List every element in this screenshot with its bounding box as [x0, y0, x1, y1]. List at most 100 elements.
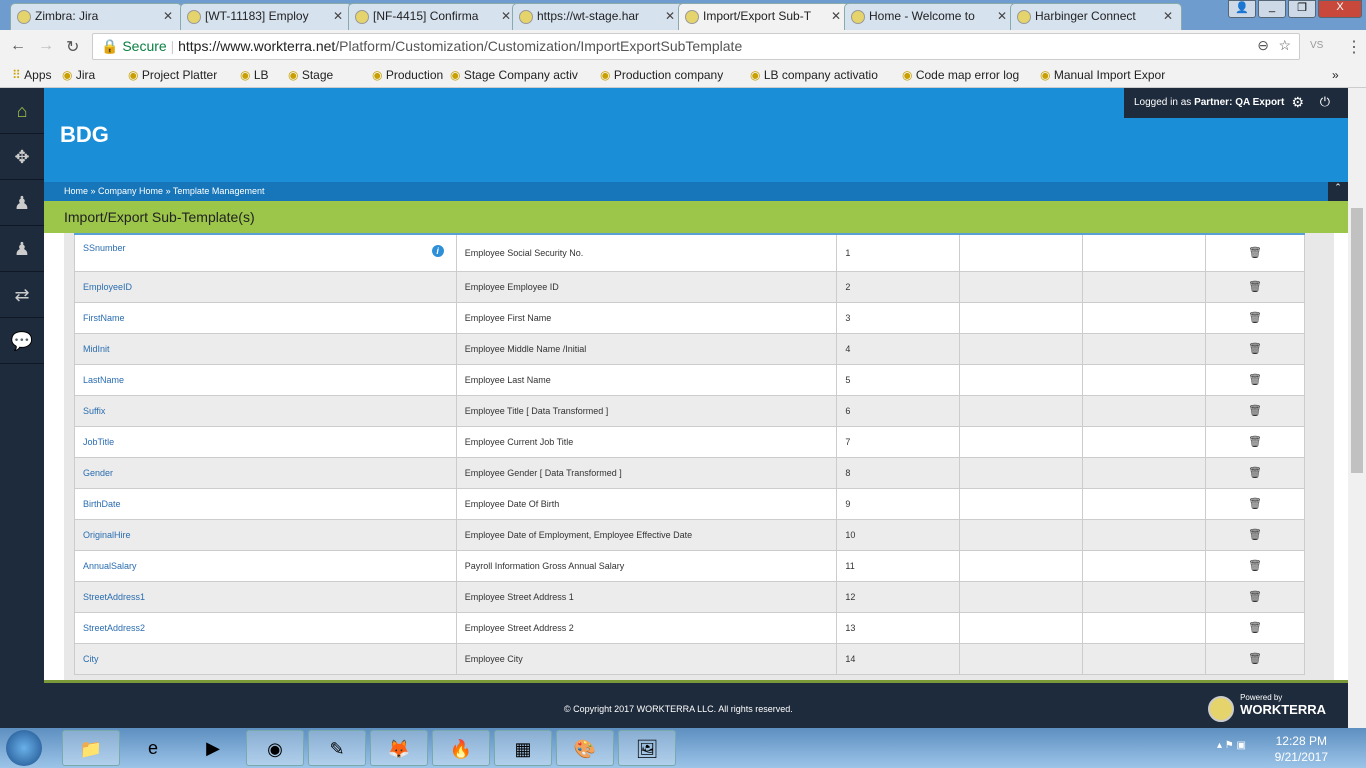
field-name-link[interactable]: FirstName: [83, 312, 125, 323]
photo-viewer-icon[interactable]: 🖼: [618, 730, 676, 766]
field-name-cell[interactable]: MidInit: [74, 332, 457, 365]
bookmark-item[interactable]: ◉ Stage Company activ: [450, 68, 578, 82]
bookmark-item[interactable]: ◉ LB company activatio: [750, 68, 878, 82]
delete-icon[interactable]: 🗑: [1205, 233, 1305, 272]
field-name-link[interactable]: AnnualSalary: [83, 560, 137, 571]
delete-icon[interactable]: 🗑: [1205, 425, 1305, 458]
field-name-link[interactable]: SSnumber: [83, 243, 126, 253]
tab-close-icon[interactable]: ✕: [162, 9, 173, 23]
bookmark-item[interactable]: ◉ LB: [240, 68, 269, 82]
delete-icon[interactable]: 🗑: [1205, 456, 1305, 489]
info-icon[interactable]: i: [431, 245, 444, 257]
user-icon[interactable]: 👤: [1228, 0, 1256, 18]
browser-tab[interactable]: Harbinger Connect ✕: [1010, 3, 1182, 30]
field-name-cell[interactable]: City: [74, 642, 457, 675]
field-name-cell[interactable]: Gender: [74, 456, 457, 489]
field-name-cell[interactable]: StreetAddress2: [74, 611, 457, 644]
flame-app-icon[interactable]: 🔥: [432, 730, 490, 766]
field-name-cell[interactable]: SSnumber i: [74, 233, 457, 272]
tab-close-icon[interactable]: ✕: [1162, 9, 1173, 23]
tray-icons[interactable]: ▴ ⚑ ▣: [1217, 740, 1246, 751]
delete-icon[interactable]: 🗑: [1205, 518, 1305, 551]
delete-icon[interactable]: 🗑: [1205, 580, 1305, 613]
home-icon[interactable]: ⌂: [0, 88, 44, 134]
transfer-icon[interactable]: ⇄: [0, 272, 44, 318]
field-name-link[interactable]: JobTitle: [83, 436, 115, 447]
browser-tab[interactable]: Import/Export Sub-T ✕: [678, 3, 850, 30]
minimize-button[interactable]: _: [1258, 0, 1286, 18]
delete-icon[interactable]: 🗑: [1205, 363, 1305, 396]
maximize-button[interactable]: ❐: [1288, 0, 1316, 18]
breadcrumb-company-home[interactable]: Company Home: [98, 186, 164, 196]
field-name-link[interactable]: City: [83, 653, 99, 664]
clock[interactable]: 12:28 PM 9/21/2017: [1275, 733, 1328, 765]
field-name-link[interactable]: MidInit: [83, 343, 110, 354]
url-input[interactable]: 🔒 Secure | https://www.workterra.net/Pla…: [92, 33, 1300, 60]
field-name-link[interactable]: LastName: [83, 374, 125, 385]
field-name-link[interactable]: Gender: [83, 467, 114, 478]
page-scrollbar[interactable]: [1348, 88, 1366, 728]
delete-icon[interactable]: 🗑: [1205, 301, 1305, 334]
browser-tab[interactable]: [NF-4415] Confirma ✕: [348, 3, 520, 30]
close-button[interactable]: X: [1318, 0, 1362, 18]
browser-tab[interactable]: [WT-11183] Employ ✕: [180, 3, 352, 30]
collapse-icon[interactable]: ⌃: [1328, 182, 1348, 201]
field-name-cell[interactable]: Suffix: [74, 394, 457, 427]
tab-close-icon[interactable]: ✕: [500, 9, 511, 23]
delete-icon[interactable]: 🗑: [1205, 642, 1305, 675]
bookmark-item[interactable]: ◉ Production company: [600, 68, 723, 82]
field-name-cell[interactable]: AnnualSalary: [74, 549, 457, 582]
reload-icon[interactable]: ↻: [66, 39, 80, 56]
browser-tab[interactable]: Home - Welcome to ✕: [844, 3, 1016, 30]
media-player-icon[interactable]: ▶: [206, 738, 220, 758]
user-star-icon[interactable]: ♟: [0, 180, 44, 226]
bookmark-item[interactable]: ◉ Stage: [288, 68, 333, 82]
field-name-cell[interactable]: EmployeeID: [74, 270, 457, 303]
bookmark-item[interactable]: ◉ Project Platter: [128, 68, 217, 82]
field-name-cell[interactable]: FirstName: [74, 301, 457, 334]
firefox-icon[interactable]: 🦊: [370, 730, 428, 766]
menu-icon[interactable]: ⋮: [1346, 39, 1362, 56]
field-name-cell[interactable]: StreetAddress1: [74, 580, 457, 613]
explorer-icon[interactable]: 📁: [62, 730, 120, 766]
notepad-icon[interactable]: ✎: [308, 730, 366, 766]
ie-icon[interactable]: e: [147, 738, 158, 758]
bookmark-item[interactable]: ◉ Jira: [62, 68, 95, 82]
field-name-cell[interactable]: OriginalHire: [74, 518, 457, 551]
delete-icon[interactable]: 🗑: [1205, 270, 1305, 303]
back-icon[interactable]: ←: [10, 37, 26, 54]
delete-icon[interactable]: 🗑: [1205, 487, 1305, 520]
field-name-link[interactable]: EmployeeID: [83, 281, 133, 292]
field-name-link[interactable]: StreetAddress1: [83, 591, 146, 602]
field-name-cell[interactable]: JobTitle: [74, 425, 457, 458]
breadcrumb-home[interactable]: Home: [64, 186, 89, 196]
delete-icon[interactable]: 🗑: [1205, 394, 1305, 427]
forward-icon[interactable]: →: [38, 37, 54, 54]
star-icon[interactable]: ☆: [1278, 37, 1291, 53]
user-icon[interactable]: ♟: [0, 226, 44, 272]
field-name-link[interactable]: Suffix: [83, 405, 106, 416]
extension-icon[interactable]: VS: [1310, 40, 1324, 51]
browser-tab[interactable]: https://wt-stage.har ✕: [512, 3, 684, 30]
start-button[interactable]: [6, 730, 42, 766]
browser-tab[interactable]: Zimbra: Jira ✕: [10, 3, 182, 30]
puzzle-icon[interactable]: ✥: [0, 134, 44, 180]
bookmarks-overflow-icon[interactable]: »: [1332, 68, 1339, 82]
bookmark-item[interactable]: ⠿ Apps: [12, 68, 52, 82]
field-name-link[interactable]: OriginalHire: [83, 529, 131, 540]
breadcrumb-template-management[interactable]: Template Management: [172, 186, 265, 196]
field-name-cell[interactable]: BirthDate: [74, 487, 457, 520]
chrome-icon[interactable]: ◉: [246, 730, 304, 766]
chat-icon[interactable]: 💬: [0, 318, 44, 364]
field-name-link[interactable]: StreetAddress2: [83, 622, 146, 633]
field-name-cell[interactable]: LastName: [74, 363, 457, 396]
power-icon[interactable]: ⏻: [1319, 94, 1330, 109]
paint-icon[interactable]: 🎨: [556, 730, 614, 766]
gear-icon[interactable]: ⚙: [1291, 94, 1304, 110]
zoom-icon[interactable]: ⊖: [1257, 37, 1269, 53]
tab-close-icon[interactable]: ✕: [664, 9, 675, 23]
bookmark-item[interactable]: ◉ Manual Import Expor: [1040, 68, 1165, 82]
delete-icon[interactable]: 🗑: [1205, 332, 1305, 365]
delete-icon[interactable]: 🗑: [1205, 549, 1305, 582]
delete-icon[interactable]: 🗑: [1205, 611, 1305, 644]
